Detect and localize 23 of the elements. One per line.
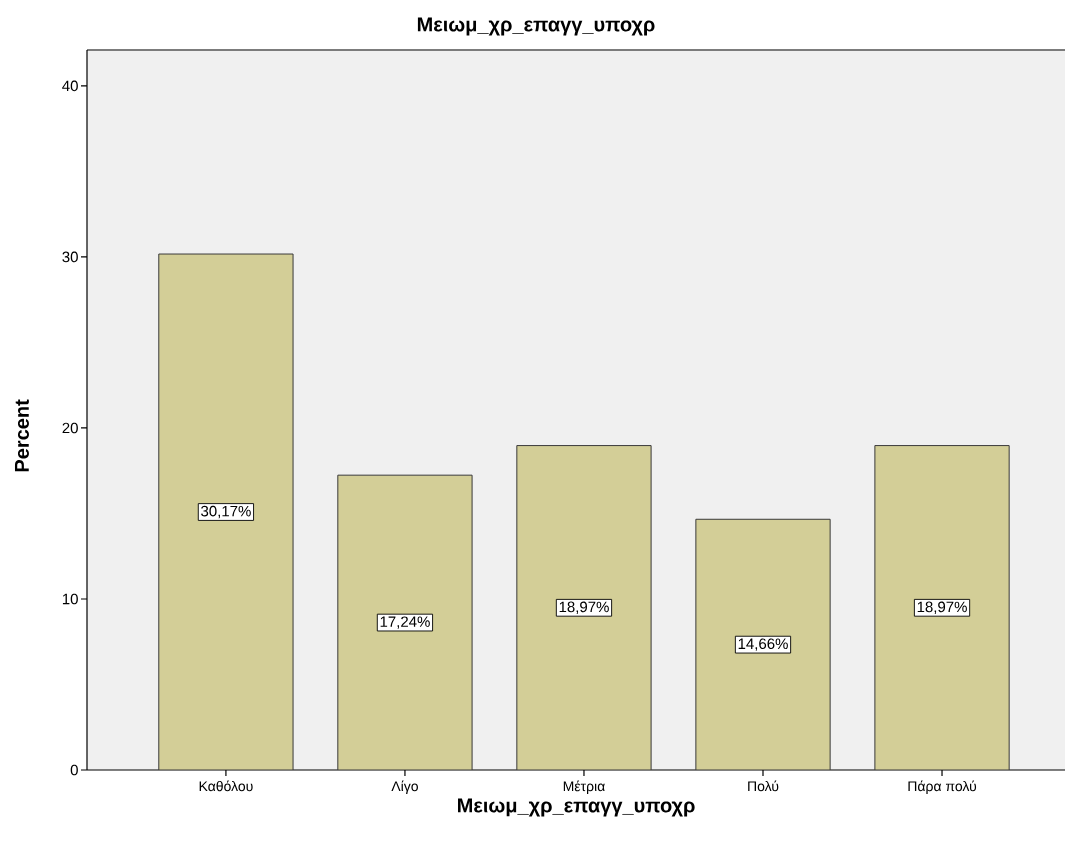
x-tick-label: Καθόλου — [199, 780, 253, 792]
bar — [695, 518, 831, 770]
y-axis-title: Percent — [14, 399, 29, 472]
chart-title: Μειωμ_χρ_επαγγ_υποχρ — [417, 17, 655, 36]
y-tick-label: 10 — [62, 593, 78, 605]
data-label: 18,97% — [917, 601, 967, 614]
y-tick-label: 0 — [70, 764, 78, 776]
x-tick-label: Μέτρια — [563, 780, 605, 794]
x-axis-title: Μειωμ_χρ_επαγγ_υποχρ — [458, 798, 695, 817]
y-tick-label: 30 — [62, 251, 78, 263]
x-tick-label: Πάρα πολύ — [908, 780, 977, 794]
data-label: 17,24% — [380, 616, 430, 629]
bar — [158, 253, 294, 770]
bar — [337, 474, 473, 770]
x-tick-label: Πολύ — [748, 780, 779, 792]
data-label: 14,66% — [738, 638, 788, 651]
bar — [874, 445, 1010, 770]
y-tick-label: 20 — [62, 422, 78, 434]
x-tick-label: Λίγο — [391, 780, 418, 794]
bar — [516, 445, 652, 770]
data-label: 18,97% — [559, 601, 609, 614]
data-label: 30,17% — [201, 505, 251, 519]
y-tick-label: 40 — [62, 80, 78, 92]
